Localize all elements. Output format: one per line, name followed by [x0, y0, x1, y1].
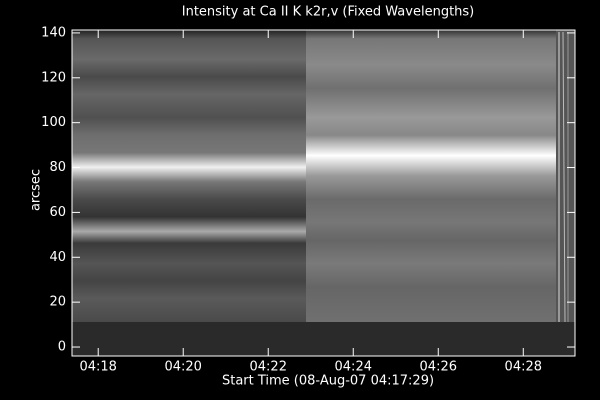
- x-tick-label: 04:24: [335, 360, 372, 375]
- image: [72, 30, 575, 356]
- x-tick-label: 04:28: [505, 360, 542, 375]
- y-tick-label: 0: [58, 340, 66, 355]
- y-tick-label: 120: [41, 70, 66, 85]
- x-axis-label: Start Time (08-Aug-07 04:17:29): [222, 374, 434, 389]
- y-tick-label: 40: [49, 250, 66, 265]
- y-tick-label: 140: [41, 25, 66, 40]
- y-tick-label: 60: [49, 205, 66, 220]
- x-tick-label: 04:20: [164, 360, 201, 375]
- y-tick-label: 100: [41, 115, 66, 130]
- y-tick-label: 80: [49, 160, 66, 175]
- y-tick-label: 20: [49, 295, 66, 310]
- chart-title: Intensity at Ca II K k2r,v (Fixed Wavele…: [182, 5, 475, 20]
- x-tick-label: 04:22: [250, 360, 287, 375]
- x-tick-label: 04:26: [420, 360, 457, 375]
- frame: [71, 29, 576, 357]
- y-axis-label: arcsec: [29, 169, 44, 211]
- x-tick-label: 04:18: [79, 360, 116, 375]
